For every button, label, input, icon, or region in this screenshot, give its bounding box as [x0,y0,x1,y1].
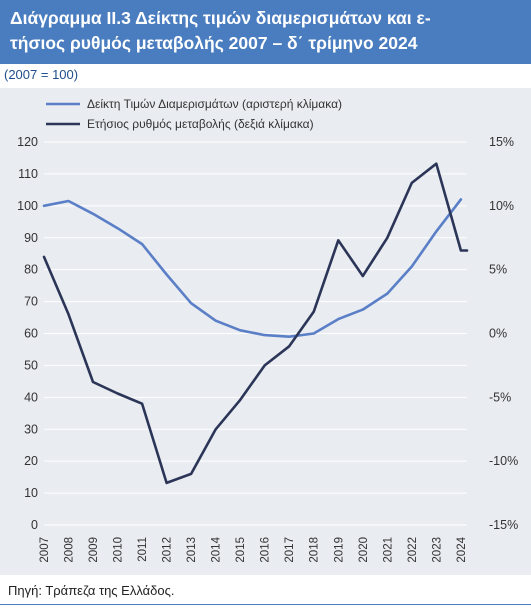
x-tick-label: 2021 [382,537,394,563]
series-line-price-index [42,198,463,338]
y-right-tick-label: -10% [489,454,518,468]
x-tick-label: 2011 [137,537,149,562]
y-left-tick-label: 70 [24,295,38,309]
y-left-tick-label: 50 [24,358,38,372]
x-tick-label: 2016 [260,537,272,563]
y-left-tick-label: 10 [24,486,38,500]
y-right-tick-label: -15% [489,518,518,532]
y-left-tick-label: 100 [17,199,38,213]
title-line-1: Διάγραμμα ΙΙ.3 Δείκτης τιμών διαμερισμάτ… [10,8,431,28]
y-left-tick-label: 60 [24,327,38,341]
y-right-tick-label: 0% [489,327,507,341]
legend-label: Δείκτη Τιμών Διαμερισμάτων (αριστερή κλί… [87,97,342,111]
line-chart: 0 10 20 30 40 50 60 70 80 90 100 110 120 -15% -10% -5% 0… [17,97,518,563]
x-tick-label: 2014 [211,536,223,562]
base-year-note: (2007 = 100) [4,67,79,82]
y-right-tick-label: 10% [489,199,514,213]
chart-panel: 0 10 20 30 40 50 60 70 80 90 100 110 120 -15% -10% -5% 0… [0,88,531,575]
x-tick-label: 2009 [88,537,100,563]
legend-label: Ετήσιος ρυθμός μεταβολής (δεξιά κλίμακα) [87,117,314,131]
y-left-tick-label: 20 [24,454,38,468]
x-tick-label: 2019 [333,537,345,563]
y-left-tick-label: 110 [18,167,38,181]
x-tick-label: 2012 [162,537,174,563]
chart-title: Διάγραμμα ΙΙ.3 Δείκτης τιμών διαμερισμάτ… [0,0,531,64]
x-tick-label: 2013 [186,537,198,563]
x-tick-label: 2007 [39,537,51,563]
bottom-rule [0,604,531,605]
x-tick-label: 2023 [431,537,443,563]
y-left-tick-label: 90 [24,231,38,245]
y-left-tick-label: 30 [24,422,38,436]
y-right-tick-label: -5% [489,390,511,404]
y-left-tick-label: 40 [24,390,38,404]
series-line-annual-change [42,162,469,485]
x-tick-label: 2010 [113,537,125,563]
y-left-tick-label: 0 [31,518,38,532]
x-tick-label: 2024 [456,536,468,562]
y-right-tick-label: 5% [489,263,507,277]
y-left-tick-label: 80 [24,263,38,277]
x-tick-label: 2018 [309,537,321,563]
x-tick-label: 2015 [235,537,247,563]
y-right-tick-label: 15% [489,135,514,149]
x-tick-label: 2008 [64,537,76,563]
x-tick-label: 2022 [407,537,419,563]
x-tick-label: 2020 [358,537,370,563]
x-tick-label: 2017 [284,537,296,563]
title-line-2: τήσιος ρυθμός μεταβολής 2007 – δ΄ τρίμην… [10,33,418,53]
source-note: Πηγή: Τράπεζα της Ελλάδος. [8,583,175,598]
y-left-tick-label: 120 [17,135,38,149]
